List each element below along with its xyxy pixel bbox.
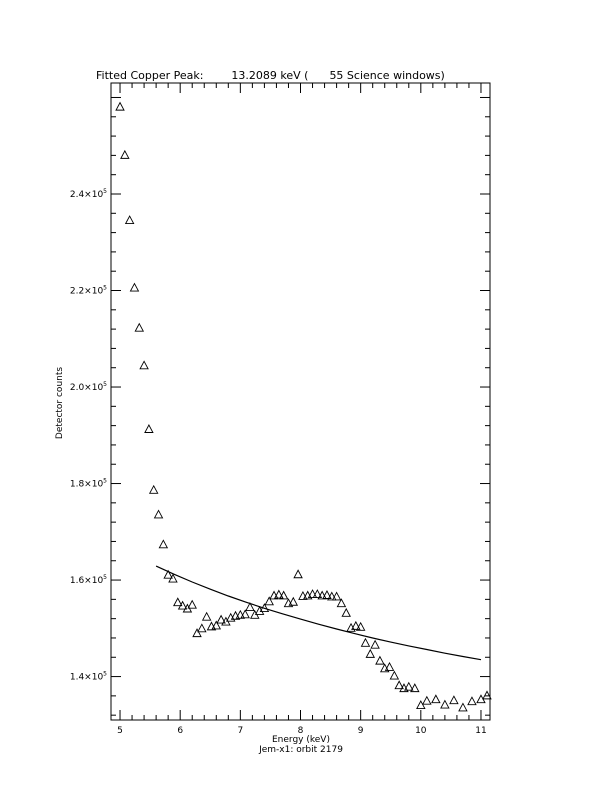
x-tick-label: 8 <box>298 726 304 736</box>
data-point <box>449 695 459 705</box>
x-tick-label: 6 <box>177 726 183 736</box>
data-point <box>115 101 125 111</box>
data-point <box>293 569 303 579</box>
data-point <box>245 602 255 612</box>
data-point <box>322 590 332 599</box>
chart-title: Fitted Copper Peak: 13.2089 keV ( 55 Sci… <box>96 69 445 82</box>
data-points <box>115 101 492 712</box>
y-tick-label: 2.2×105 <box>70 285 107 297</box>
x-tick-label: 5 <box>117 726 123 736</box>
x-tick-label: 11 <box>475 726 486 736</box>
fit-curve-group <box>155 565 482 661</box>
data-point <box>298 591 308 600</box>
y-tick-label: 2.4×105 <box>70 188 107 200</box>
data-point <box>431 694 441 704</box>
data-point <box>153 509 164 519</box>
x-axis-label: Energy (keV) <box>272 735 330 745</box>
y-tick-label: 1.4×105 <box>70 671 107 683</box>
chart-subtitle: Jem-x1: orbit 2179 <box>258 745 343 755</box>
data-point <box>467 696 477 706</box>
data-point <box>336 598 347 608</box>
data-point <box>139 360 149 370</box>
data-point <box>341 607 351 617</box>
y-tick-label: 1.6×105 <box>70 574 107 586</box>
data-point <box>317 590 327 600</box>
data-point <box>168 573 178 583</box>
data-point <box>163 569 173 579</box>
data-point <box>278 590 289 600</box>
data-point <box>327 591 337 601</box>
data-point <box>173 597 183 607</box>
data-point <box>440 699 450 709</box>
data-point <box>274 589 284 599</box>
y-axis-ticks: 1.4×105 1.6×105 1.8×105 2.0×105 2.2×105 2.4×1… <box>70 96 490 716</box>
data-point <box>370 639 380 649</box>
data-point <box>331 591 342 601</box>
x-tick-label: 9 <box>358 726 364 736</box>
y-axis-label: Detector counts <box>55 367 65 439</box>
data-point <box>120 149 130 159</box>
data-point <box>375 655 385 665</box>
plot-frame <box>110 82 491 721</box>
data-point <box>394 680 404 690</box>
data-point <box>307 589 318 598</box>
data-point <box>416 700 426 709</box>
data-point <box>192 628 202 638</box>
data-point <box>134 322 145 332</box>
data-point <box>187 599 197 609</box>
fit-curve <box>155 565 482 661</box>
data-point <box>458 702 468 712</box>
data-point <box>124 215 135 224</box>
data-point <box>158 539 169 549</box>
data-point <box>177 600 188 610</box>
data-point <box>482 690 492 700</box>
data-point <box>404 681 414 691</box>
y-tick-label: 1.8×105 <box>70 478 107 490</box>
x-tick-label: 10 <box>415 726 427 736</box>
data-point <box>254 605 265 615</box>
data-point <box>264 596 274 606</box>
y-tick-label: 2.0×105 <box>70 381 107 393</box>
plot-frame-group <box>110 82 491 721</box>
data-point <box>201 611 212 621</box>
data-point <box>410 683 420 693</box>
data-point <box>312 589 323 598</box>
data-point <box>240 609 250 619</box>
data-point <box>216 614 226 624</box>
data-point <box>288 596 299 606</box>
data-point <box>211 620 222 630</box>
x-tick-label: 7 <box>237 726 243 736</box>
data-point <box>355 621 366 631</box>
data-point <box>365 648 376 658</box>
data-point <box>148 484 159 494</box>
data-point <box>351 620 361 630</box>
data-point <box>360 637 371 647</box>
x-axis-ticks: 5 6 7 8 9 10 11 <box>117 83 487 736</box>
data-point <box>144 424 154 433</box>
data-point <box>129 282 140 292</box>
data-point <box>384 661 395 671</box>
data-point <box>422 695 432 705</box>
data-point <box>235 609 246 619</box>
data-point <box>389 670 400 680</box>
data-point <box>197 623 207 633</box>
